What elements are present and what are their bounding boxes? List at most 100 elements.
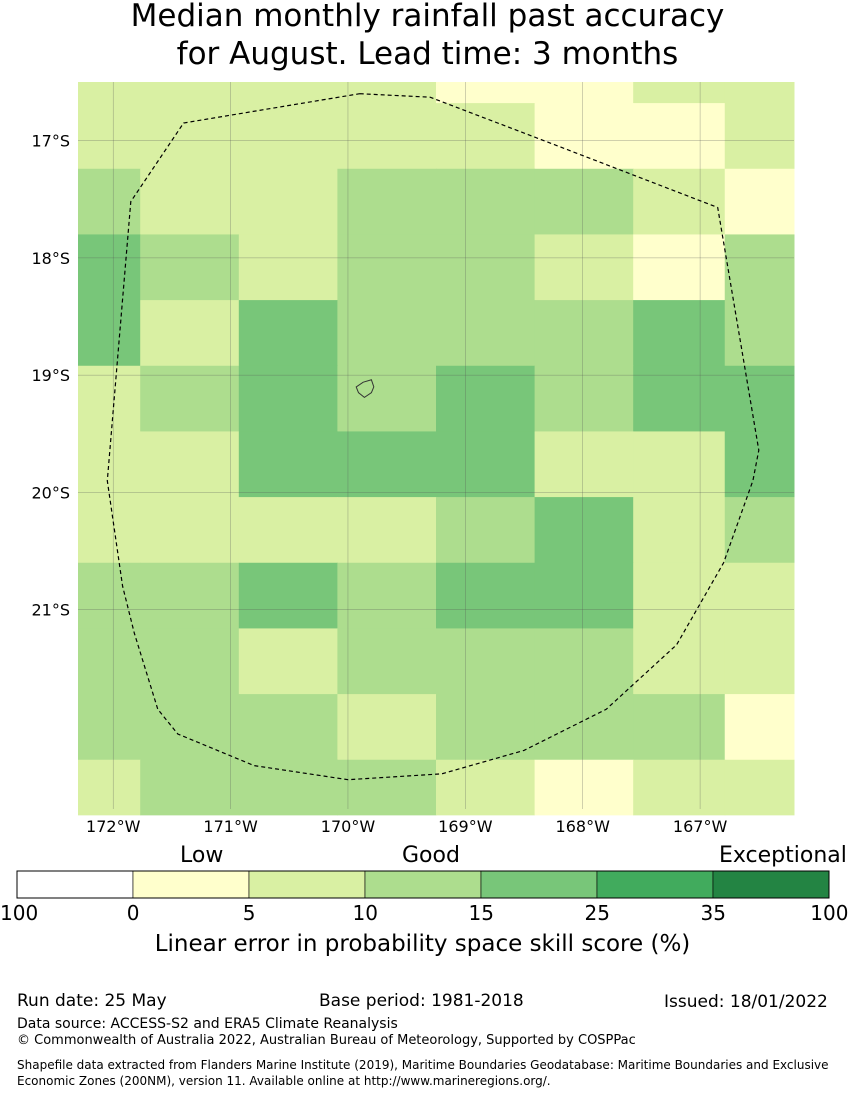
grid-cell — [337, 365, 437, 432]
grid-cell — [534, 562, 634, 629]
colorbar-tick-label: 25 — [584, 901, 610, 925]
grid-cell — [238, 300, 338, 367]
grid-cell — [78, 628, 141, 695]
data-source: Data source: ACCESS-S2 and ERA5 Climate … — [17, 1016, 398, 1032]
eez-boundary — [106, 93, 760, 781]
grid-cell — [337, 168, 437, 235]
grid-cell — [140, 759, 240, 816]
grid-cell — [436, 431, 536, 498]
lon-tick-label: 171°W — [203, 817, 258, 836]
grid-cell — [436, 562, 536, 629]
grid-cell — [436, 628, 536, 695]
grid-cell — [436, 103, 536, 170]
grid-cell — [534, 82, 634, 104]
grid-cell — [633, 497, 726, 564]
colorbar-tick-label: 5 — [242, 901, 256, 925]
grid-cell — [436, 497, 536, 564]
grid-cell — [337, 431, 437, 498]
grid-cell — [534, 694, 634, 761]
grid-cell — [238, 628, 338, 695]
run-date: Run date: 25 May — [17, 991, 167, 1011]
grid-cell — [724, 562, 795, 629]
grid-cell — [140, 628, 240, 695]
grid-cell — [724, 168, 795, 235]
grid-cell — [724, 497, 795, 564]
lat-tick-label: 19°S — [31, 366, 70, 385]
colorbar-frame — [16, 870, 830, 899]
grid-cell — [633, 694, 726, 761]
grid-cell — [534, 759, 634, 816]
grid-cell — [724, 234, 795, 301]
grid-cell — [238, 168, 338, 235]
graticule — [78, 82, 794, 809]
grid-cell — [238, 82, 338, 104]
grid-cell — [534, 300, 634, 367]
lon-tick-label: 167°W — [673, 817, 728, 836]
colorbar-swatch — [364, 870, 482, 899]
colorbar-tick-label: 15 — [468, 901, 494, 925]
grid-cell — [436, 168, 536, 235]
colorbar-tick-label: 10 — [352, 901, 378, 925]
grid-cell — [78, 759, 141, 816]
grid-cell — [337, 759, 437, 816]
colorbar-swatch — [596, 870, 714, 899]
grid-cell — [337, 497, 437, 564]
grid-cell — [140, 82, 240, 104]
grid-cell — [140, 497, 240, 564]
lat-tick-label: 17°S — [31, 132, 70, 151]
base-period: Base period: 1981-2018 — [319, 991, 524, 1011]
grid-cell — [238, 103, 338, 170]
grid-cell — [78, 300, 141, 367]
grid-cell — [724, 431, 795, 498]
category-exceptional: Exceptional — [719, 843, 847, 868]
grid-cell — [534, 497, 634, 564]
grid-cell — [436, 365, 536, 432]
colorbar-swatch — [248, 870, 366, 899]
colorbar-swatch — [132, 870, 250, 899]
grid-cell — [724, 300, 795, 367]
colorbar-tick-label: 100 — [810, 901, 849, 925]
lat-tick-label: 18°S — [31, 249, 70, 268]
grid-cell — [724, 628, 795, 695]
grid-cell — [78, 365, 141, 432]
copyright: © Commonwealth of Australia 2022, Austra… — [17, 1033, 636, 1048]
grid-cell — [337, 562, 437, 629]
colorbar-swatch — [712, 870, 830, 899]
grid-cell — [238, 759, 338, 816]
grid-cell — [534, 234, 634, 301]
grid-cell — [78, 82, 141, 104]
map-axis-ticks: 172°W 171°W 170°W 169°W 168°W 167°W 17°S 18°S 19… — [31, 132, 727, 836]
grid-cell — [140, 103, 240, 170]
grid-cell — [534, 103, 634, 170]
grid-cell — [337, 628, 437, 695]
grid-cell — [436, 234, 536, 301]
grid-cell — [534, 168, 634, 235]
grid-cell — [436, 82, 536, 104]
grid-cell — [436, 759, 536, 816]
grid-cell — [140, 234, 240, 301]
lon-tick-label: 168°W — [556, 817, 611, 836]
grid-cell — [633, 759, 726, 816]
colorbar-tick-label: 0 — [126, 901, 140, 925]
grid-cell — [534, 365, 634, 432]
grid-cell — [633, 82, 726, 104]
grid-cell — [436, 694, 536, 761]
niue-island-outline — [355, 379, 375, 399]
grid-cell — [140, 168, 240, 235]
grid-cell — [633, 365, 726, 432]
issued-date: Issued: 18/01/2022 — [664, 992, 828, 1012]
grid-cell — [238, 497, 338, 564]
colorbar-tick-label: 35 — [700, 901, 726, 925]
grid-cell — [238, 694, 338, 761]
grid-cell — [633, 103, 726, 170]
grid-cell — [140, 562, 240, 629]
category-good: Good — [402, 843, 460, 868]
colorbar-axis-label: Linear error in probability space skill … — [154, 931, 691, 957]
grid-cell — [633, 234, 726, 301]
grid-cell — [78, 431, 141, 498]
grid-cell — [633, 431, 726, 498]
grid-cell — [337, 300, 437, 367]
grid-cell — [238, 234, 338, 301]
grid-cell — [724, 694, 795, 761]
